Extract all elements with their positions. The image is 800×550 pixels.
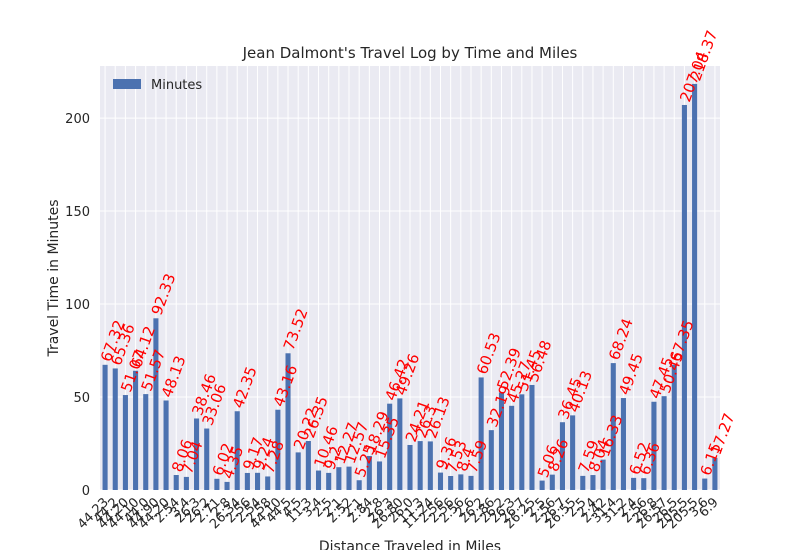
- y-tick-label: 100: [65, 298, 90, 313]
- bar: [112, 368, 118, 490]
- bar: [336, 467, 342, 490]
- bar: [437, 472, 444, 490]
- bar: [275, 409, 281, 490]
- bar: [326, 472, 332, 490]
- bar: [509, 405, 515, 490]
- y-tick-label: 200: [65, 112, 90, 127]
- bar: [122, 395, 128, 490]
- bar: [671, 364, 677, 490]
- bar: [529, 384, 535, 490]
- bar: [549, 474, 555, 490]
- bar: [265, 476, 271, 490]
- bar: [488, 430, 494, 490]
- y-tick-label: 50: [73, 391, 90, 406]
- bar: [448, 475, 454, 490]
- legend-label: Minutes: [151, 78, 202, 93]
- bar: [559, 422, 565, 490]
- bar: [580, 475, 586, 490]
- bar: [234, 411, 240, 490]
- bar: [539, 480, 545, 490]
- bar: [610, 363, 616, 490]
- x-tick-labels: 44.2344.244.2044.1044.044.9044.202.543.4…: [75, 495, 722, 532]
- bar: [255, 472, 261, 490]
- bar: [417, 441, 423, 490]
- x-axis-title: Distance Traveled in Miles: [319, 539, 501, 550]
- bar: [478, 377, 484, 490]
- bar: [346, 466, 352, 490]
- bar: [397, 398, 403, 490]
- bar: [641, 478, 647, 490]
- y-tick-label: 0: [82, 484, 90, 499]
- bar: [468, 475, 474, 490]
- bar: [305, 440, 311, 490]
- bar: [407, 444, 413, 490]
- chart-title: Jean Dalmont's Travel Log by Time and Mi…: [242, 44, 578, 62]
- bar: [183, 476, 189, 490]
- bar: [631, 477, 637, 490]
- bar: [590, 475, 596, 490]
- y-axis-title: Travel Time in Minutes: [46, 199, 62, 357]
- y-tick-label: 150: [65, 205, 90, 220]
- bar: [366, 455, 372, 490]
- bar: [224, 481, 230, 490]
- bar: [600, 459, 606, 490]
- bar: [458, 474, 464, 490]
- bar: [244, 472, 250, 490]
- bar: [661, 396, 667, 490]
- bar: [376, 461, 383, 490]
- bar: [681, 104, 687, 491]
- bar: [692, 83, 698, 491]
- bar: [133, 370, 139, 490]
- bar: [173, 475, 179, 490]
- bar: [712, 457, 718, 490]
- y-tick-labels: 0 50 100 150 200: [65, 112, 90, 499]
- bar: [620, 398, 626, 490]
- bar: [570, 415, 576, 490]
- bar: [387, 403, 393, 490]
- bar: [519, 394, 525, 490]
- bar: [651, 401, 657, 490]
- bar: [143, 394, 149, 490]
- bar: [498, 392, 505, 490]
- bar: [315, 470, 322, 490]
- bars: [102, 83, 718, 491]
- bar: [194, 418, 200, 490]
- bar: [163, 400, 169, 490]
- bar: [153, 318, 159, 490]
- legend: Minutes: [113, 78, 202, 93]
- bar: [356, 480, 362, 490]
- bar: [702, 478, 708, 490]
- legend-swatch: [113, 79, 141, 89]
- bar: [427, 441, 433, 490]
- bar: [295, 452, 301, 490]
- bar: [204, 428, 210, 490]
- bar: [214, 478, 220, 490]
- data-labels: 67.3265.3651.0764.1251.5792.3348.138.067…: [97, 28, 738, 481]
- bar: [285, 353, 291, 490]
- bar: [102, 364, 108, 490]
